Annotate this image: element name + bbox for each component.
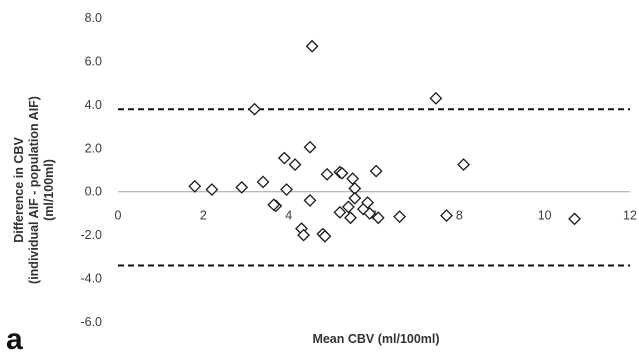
data-point [297,228,311,242]
data-point [256,175,270,189]
x-tick-label: 8 [456,209,463,223]
y-axis-title-line-2: (individual AIF - population AIF) [27,96,41,284]
y-axis-title-line-1: Difference in CBV [12,137,26,243]
data-point [369,164,383,178]
data-point [305,39,319,53]
x-axis-title: Mean CBV (ml/100ml) [312,332,439,346]
panel-label: a [6,323,23,355]
y-tick-label: 4.0 [85,98,102,112]
data-point [346,172,360,186]
reference-lines [118,108,630,267]
x-tick-label: 4 [285,209,292,223]
data-point [361,196,375,209]
data-point [348,191,362,205]
data-point [277,151,291,165]
y-tick-label: 6.0 [85,54,102,68]
data-point [248,102,261,116]
y-axis-title: Difference in CBV (individual AIF - popu… [12,96,56,284]
data-point [205,183,219,196]
data-point [335,166,349,180]
data-point [568,212,581,226]
data-point [318,229,332,243]
data-point [288,158,302,171]
data-point [429,91,443,105]
data-point [371,211,385,225]
y-tick-label: 0.0 [85,185,102,199]
y-tick-label: -6.0 [80,315,102,329]
y-tick-label: -2.0 [80,228,102,242]
data-point [303,140,317,154]
data-point [333,205,347,219]
data-point [267,198,281,212]
y-tick-label: -4.0 [80,272,102,286]
x-tick-label: 12 [623,209,637,223]
data-point [363,207,377,220]
data-point [303,193,317,207]
data-point [235,180,249,194]
x-tick-label: 0 [115,209,122,223]
y-axis-title-line-3: (ml/100ml) [42,159,56,221]
data-point [393,210,407,224]
data-point [344,211,357,225]
data-point [320,167,334,181]
y-tick-labels: -6.0 -4.0 -2.0 0.0 2.0 4.0 6.0 8.0 [80,11,102,329]
data-point [457,158,471,171]
y-tick-label: 2.0 [85,141,102,155]
data-point [341,200,355,214]
x-tick-label: 10 [538,209,552,223]
data-point [188,179,202,193]
data-points [188,39,581,243]
y-tick-label: 8.0 [85,11,102,25]
data-point [280,183,293,196]
data-point [440,209,453,223]
x-tick-label: 2 [200,209,207,223]
